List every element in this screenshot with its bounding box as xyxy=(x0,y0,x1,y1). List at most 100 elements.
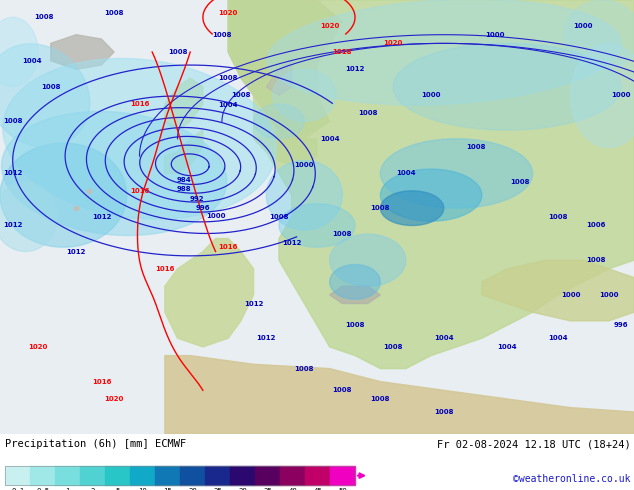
Text: 1008: 1008 xyxy=(358,110,377,116)
Text: 1020: 1020 xyxy=(219,10,238,16)
Bar xyxy=(80,466,105,486)
Text: ©weatheronline.co.uk: ©weatheronline.co.uk xyxy=(514,474,631,484)
Text: Fr 02-08-2024 12.18 UTC (18+24): Fr 02-08-2024 12.18 UTC (18+24) xyxy=(437,439,631,449)
Polygon shape xyxy=(482,260,634,321)
Text: 1000: 1000 xyxy=(599,292,618,298)
Text: 1008: 1008 xyxy=(371,396,390,402)
Bar xyxy=(205,466,230,486)
Polygon shape xyxy=(267,0,621,105)
Bar xyxy=(255,466,280,486)
Polygon shape xyxy=(393,44,621,130)
Text: 1008: 1008 xyxy=(105,10,124,16)
Text: 1008: 1008 xyxy=(168,49,187,55)
Bar xyxy=(230,466,255,486)
Text: 1012: 1012 xyxy=(67,248,86,254)
Polygon shape xyxy=(279,204,355,247)
Bar xyxy=(5,466,30,486)
Polygon shape xyxy=(228,0,634,368)
Polygon shape xyxy=(380,169,482,221)
Polygon shape xyxy=(165,78,203,130)
Text: 1004: 1004 xyxy=(434,335,453,341)
Text: 1012: 1012 xyxy=(3,171,22,176)
Bar xyxy=(180,466,205,486)
Text: 1000: 1000 xyxy=(574,23,593,29)
Text: 1008: 1008 xyxy=(41,84,60,90)
Text: 5: 5 xyxy=(115,488,120,490)
Text: 45: 45 xyxy=(313,488,322,490)
Text: 1006: 1006 xyxy=(586,222,605,228)
Text: 1016: 1016 xyxy=(219,244,238,250)
Text: 1004: 1004 xyxy=(22,58,41,64)
Text: 15: 15 xyxy=(163,488,172,490)
Text: 1008: 1008 xyxy=(212,32,231,38)
Polygon shape xyxy=(3,58,276,219)
Text: 1000: 1000 xyxy=(561,292,580,298)
Text: 1008: 1008 xyxy=(333,231,352,237)
Polygon shape xyxy=(380,191,444,225)
Polygon shape xyxy=(0,17,38,87)
Polygon shape xyxy=(564,0,634,70)
Text: 996: 996 xyxy=(196,205,210,211)
Text: 1012: 1012 xyxy=(346,66,365,73)
Text: 1008: 1008 xyxy=(384,344,403,350)
Text: 50: 50 xyxy=(338,488,347,490)
Text: 992: 992 xyxy=(190,196,204,202)
Text: 1020: 1020 xyxy=(384,40,403,47)
Text: 1004: 1004 xyxy=(320,136,339,142)
Text: 1018: 1018 xyxy=(333,49,352,55)
Polygon shape xyxy=(0,44,89,147)
Text: 1016: 1016 xyxy=(130,101,149,107)
Text: 30: 30 xyxy=(238,488,247,490)
Text: 35: 35 xyxy=(263,488,272,490)
Text: 1016: 1016 xyxy=(130,188,149,194)
Text: 1012: 1012 xyxy=(244,300,263,307)
Bar xyxy=(305,466,330,486)
Text: 1004: 1004 xyxy=(498,344,517,350)
Text: 1016: 1016 xyxy=(92,379,111,385)
Polygon shape xyxy=(254,104,304,139)
Text: 1020: 1020 xyxy=(320,23,339,29)
Polygon shape xyxy=(330,265,380,299)
Bar xyxy=(155,466,180,486)
Polygon shape xyxy=(254,130,317,165)
Bar xyxy=(105,466,130,486)
Text: Precipitation (6h) [mm] ECMWF: Precipitation (6h) [mm] ECMWF xyxy=(5,439,186,449)
Polygon shape xyxy=(266,61,292,96)
Text: 1008: 1008 xyxy=(3,119,22,124)
Text: 1020: 1020 xyxy=(29,344,48,350)
Text: 1008: 1008 xyxy=(231,93,250,98)
Text: 25: 25 xyxy=(213,488,222,490)
Polygon shape xyxy=(51,35,114,70)
Text: 10: 10 xyxy=(138,488,147,490)
Text: 2: 2 xyxy=(91,488,94,490)
Text: 1008: 1008 xyxy=(269,214,288,220)
Text: 40: 40 xyxy=(288,488,297,490)
Text: 984: 984 xyxy=(176,177,191,183)
Text: 1012: 1012 xyxy=(282,240,301,246)
Text: 1012: 1012 xyxy=(3,222,22,228)
Text: 1008: 1008 xyxy=(371,205,390,211)
Polygon shape xyxy=(571,44,634,147)
Text: 20: 20 xyxy=(188,488,197,490)
Bar xyxy=(55,466,80,486)
Bar xyxy=(5,466,355,486)
Bar xyxy=(280,466,305,486)
Text: 1012: 1012 xyxy=(92,214,111,220)
Text: 1012: 1012 xyxy=(257,335,276,341)
Polygon shape xyxy=(0,182,57,251)
Text: 1008: 1008 xyxy=(586,257,605,263)
Polygon shape xyxy=(380,139,533,208)
Polygon shape xyxy=(266,160,342,230)
Text: 1000: 1000 xyxy=(206,213,225,219)
Polygon shape xyxy=(165,130,203,173)
Text: 1008: 1008 xyxy=(346,322,365,328)
Text: 996: 996 xyxy=(614,322,628,328)
Text: 1008: 1008 xyxy=(434,409,453,415)
Text: 1004: 1004 xyxy=(396,171,415,176)
Polygon shape xyxy=(330,286,380,304)
Text: 1016: 1016 xyxy=(155,266,174,272)
Text: 1020: 1020 xyxy=(105,396,124,402)
Polygon shape xyxy=(165,239,254,347)
Text: 1004: 1004 xyxy=(219,102,238,108)
Text: 1008: 1008 xyxy=(466,145,485,150)
